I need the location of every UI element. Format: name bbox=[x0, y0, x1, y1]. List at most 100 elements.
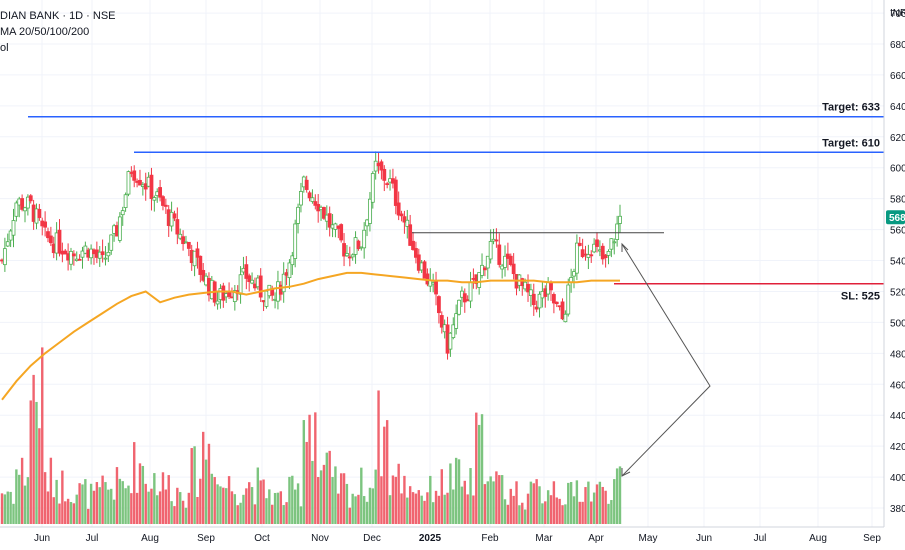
candle-body bbox=[25, 196, 30, 209]
annotation-arrows[interactable] bbox=[621, 242, 711, 477]
candle-body bbox=[572, 271, 576, 277]
volume-bar bbox=[207, 443, 211, 524]
volume-bar bbox=[273, 492, 277, 524]
volume-bar bbox=[575, 480, 579, 524]
ma-indicator-label[interactable]: MA 20/50/100/200 bbox=[0, 26, 90, 38]
candle-body bbox=[161, 196, 165, 206]
last-price-value: 568. bbox=[889, 213, 905, 224]
volume-bar bbox=[357, 494, 360, 524]
volume-bar bbox=[170, 501, 173, 524]
candle-body bbox=[307, 192, 312, 199]
candle-body bbox=[480, 264, 484, 276]
volume-bar bbox=[535, 479, 538, 524]
volume-bar bbox=[55, 479, 58, 524]
candle-body bbox=[434, 280, 438, 295]
candle-body bbox=[163, 204, 168, 207]
volume-bar bbox=[23, 485, 27, 524]
volume-bar bbox=[316, 477, 320, 524]
candle-body bbox=[528, 289, 533, 296]
volume-bar bbox=[503, 499, 507, 524]
candle-body bbox=[5, 241, 10, 247]
volume-bar bbox=[156, 495, 159, 524]
candle-body bbox=[577, 242, 582, 246]
volume-bar bbox=[325, 452, 329, 524]
volume-bar bbox=[541, 503, 544, 524]
volume-bar bbox=[49, 457, 53, 524]
candle-body bbox=[370, 173, 375, 203]
volume-bar bbox=[46, 491, 50, 524]
volume-bar bbox=[595, 484, 599, 524]
candle-body bbox=[342, 243, 346, 257]
volume-bar bbox=[391, 475, 395, 524]
volume-bar bbox=[104, 482, 107, 524]
candle-body bbox=[293, 223, 298, 259]
candle-body bbox=[451, 324, 456, 338]
candle-body bbox=[48, 235, 53, 244]
volume-bar bbox=[351, 493, 354, 524]
volume-bar bbox=[43, 472, 47, 524]
candle-body bbox=[100, 251, 105, 256]
candle-body bbox=[422, 261, 427, 279]
volume-bar bbox=[587, 481, 590, 524]
volume-bar bbox=[179, 492, 182, 524]
volume-bar bbox=[314, 412, 317, 524]
volume-bar bbox=[420, 495, 423, 524]
x-tick-label: Feb bbox=[481, 533, 499, 544]
symbol-title: DIAN BANK · 1D · NSE bbox=[0, 10, 116, 22]
candle-body bbox=[192, 250, 197, 267]
volume-bar bbox=[431, 502, 435, 524]
volume-bar bbox=[222, 487, 225, 524]
volume-bar bbox=[141, 465, 145, 524]
volume-bar bbox=[592, 492, 596, 524]
volume-bar bbox=[477, 424, 481, 524]
volume-bar bbox=[58, 503, 61, 524]
volume-bar bbox=[584, 487, 587, 524]
volume-bar bbox=[337, 493, 340, 524]
volume-bar bbox=[354, 496, 357, 524]
volume-bar bbox=[581, 501, 584, 524]
candle-body bbox=[396, 202, 401, 216]
last-price-tag: 568. bbox=[886, 210, 905, 225]
candle-body bbox=[385, 183, 390, 186]
candle-body bbox=[437, 296, 441, 314]
volume-bar bbox=[161, 472, 165, 524]
volume-bar bbox=[150, 488, 153, 524]
candle-body bbox=[304, 179, 309, 190]
volume-bar bbox=[423, 500, 426, 524]
x-tick-label: Oct bbox=[254, 533, 270, 544]
y-tick-label: 620. bbox=[890, 133, 905, 144]
volume-bar bbox=[518, 505, 521, 524]
candle-body bbox=[448, 332, 453, 350]
volume-bar bbox=[279, 491, 283, 524]
y-tick-label: 640. bbox=[890, 102, 905, 113]
x-tick-label: 2025 bbox=[419, 533, 442, 544]
volume-indicator-label[interactable]: ol bbox=[0, 42, 9, 54]
volume-bar bbox=[371, 488, 374, 524]
candle-body bbox=[313, 201, 318, 206]
arrow-head-bottom bbox=[621, 468, 631, 477]
volume-bar bbox=[567, 482, 570, 524]
volume-bar bbox=[95, 482, 99, 524]
candle-body bbox=[551, 294, 556, 304]
candle-body bbox=[132, 170, 137, 181]
volume-bar bbox=[569, 482, 573, 524]
x-tick-label: Sep bbox=[197, 533, 215, 544]
volume-bar bbox=[144, 483, 147, 524]
volume-bar bbox=[604, 490, 607, 524]
candle-body bbox=[595, 239, 599, 247]
y-tick-label: 700 bbox=[890, 9, 905, 20]
volume-bar bbox=[457, 459, 461, 524]
candle-body bbox=[580, 249, 585, 257]
volume-bar bbox=[81, 484, 84, 524]
volume-bar bbox=[216, 484, 219, 524]
candle-body bbox=[339, 224, 344, 241]
candle-body bbox=[178, 233, 183, 239]
volume-bar bbox=[618, 466, 622, 524]
volume-bar bbox=[348, 507, 352, 524]
volume-bar bbox=[110, 488, 113, 524]
candle-body bbox=[454, 313, 459, 329]
volume-bar bbox=[377, 390, 380, 524]
candle-body bbox=[615, 223, 620, 240]
volume-bar bbox=[526, 493, 530, 524]
